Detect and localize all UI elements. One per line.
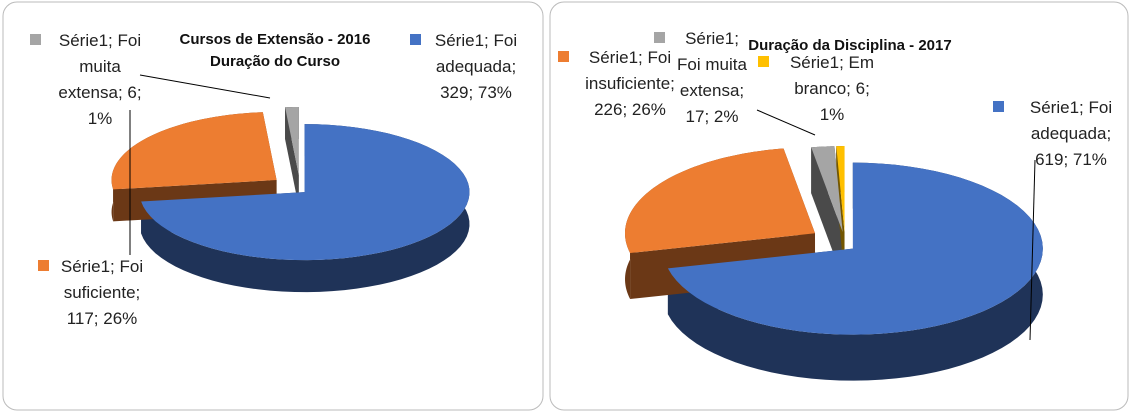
slice bbox=[141, 124, 470, 261]
legend-marker bbox=[30, 34, 41, 45]
legend-marker bbox=[558, 51, 569, 62]
legend-marker bbox=[993, 101, 1004, 112]
data-label-box: Série1; Em branco; 6; 1% bbox=[789, 53, 875, 124]
slice bbox=[836, 146, 845, 233]
data-label: Série1; Foi adequada; 329; 73% bbox=[434, 31, 518, 102]
data-label-box: Série1; Foi insuficiente; 226; 26% bbox=[585, 48, 675, 119]
legend-marker bbox=[654, 32, 665, 43]
data-label-box: Série1; Foi muita extensa; 6; 1% bbox=[58, 31, 142, 128]
data-label: Série1; Foi adequada; 619; 71% bbox=[1029, 98, 1113, 169]
data-label: Série1; Foi suficiente; 117; 26% bbox=[60, 257, 144, 328]
data-label: Série1; Em branco; 6; 1% bbox=[789, 53, 875, 124]
slice bbox=[111, 112, 277, 190]
legend-marker bbox=[38, 260, 49, 271]
leader-line bbox=[139, 74, 271, 99]
data-label: Série1; Foi insuficiente; 226; 26% bbox=[585, 48, 675, 119]
data-label-box: Série1; Foi adequada; 329; 73% bbox=[434, 31, 518, 102]
legend-marker bbox=[410, 34, 421, 45]
slice bbox=[625, 148, 816, 254]
slice bbox=[811, 146, 843, 233]
leader-line bbox=[756, 109, 816, 136]
legend-marker bbox=[758, 56, 769, 67]
chart-title: Duração da Disciplina - 2017 bbox=[748, 37, 951, 54]
slice bbox=[285, 107, 299, 176]
data-label-box: Série1; Foi suficiente; 117; 26% bbox=[60, 257, 144, 328]
leader-line bbox=[1029, 159, 1036, 341]
slice bbox=[667, 162, 1043, 335]
chart-subtitle: Duração do Curso bbox=[210, 53, 340, 70]
data-label-box: Série1; Foi muita extensa; 17; 2% bbox=[677, 29, 747, 126]
data-label: Série1; Foi muita extensa; 6; 1% bbox=[58, 31, 142, 128]
data-label-box: Série1; Foi adequada; 619; 71% bbox=[1029, 98, 1113, 169]
data-label: Série1; Foi muita extensa; 17; 2% bbox=[677, 29, 747, 126]
chart-title: Cursos de Extensão - 2016 bbox=[180, 31, 371, 48]
